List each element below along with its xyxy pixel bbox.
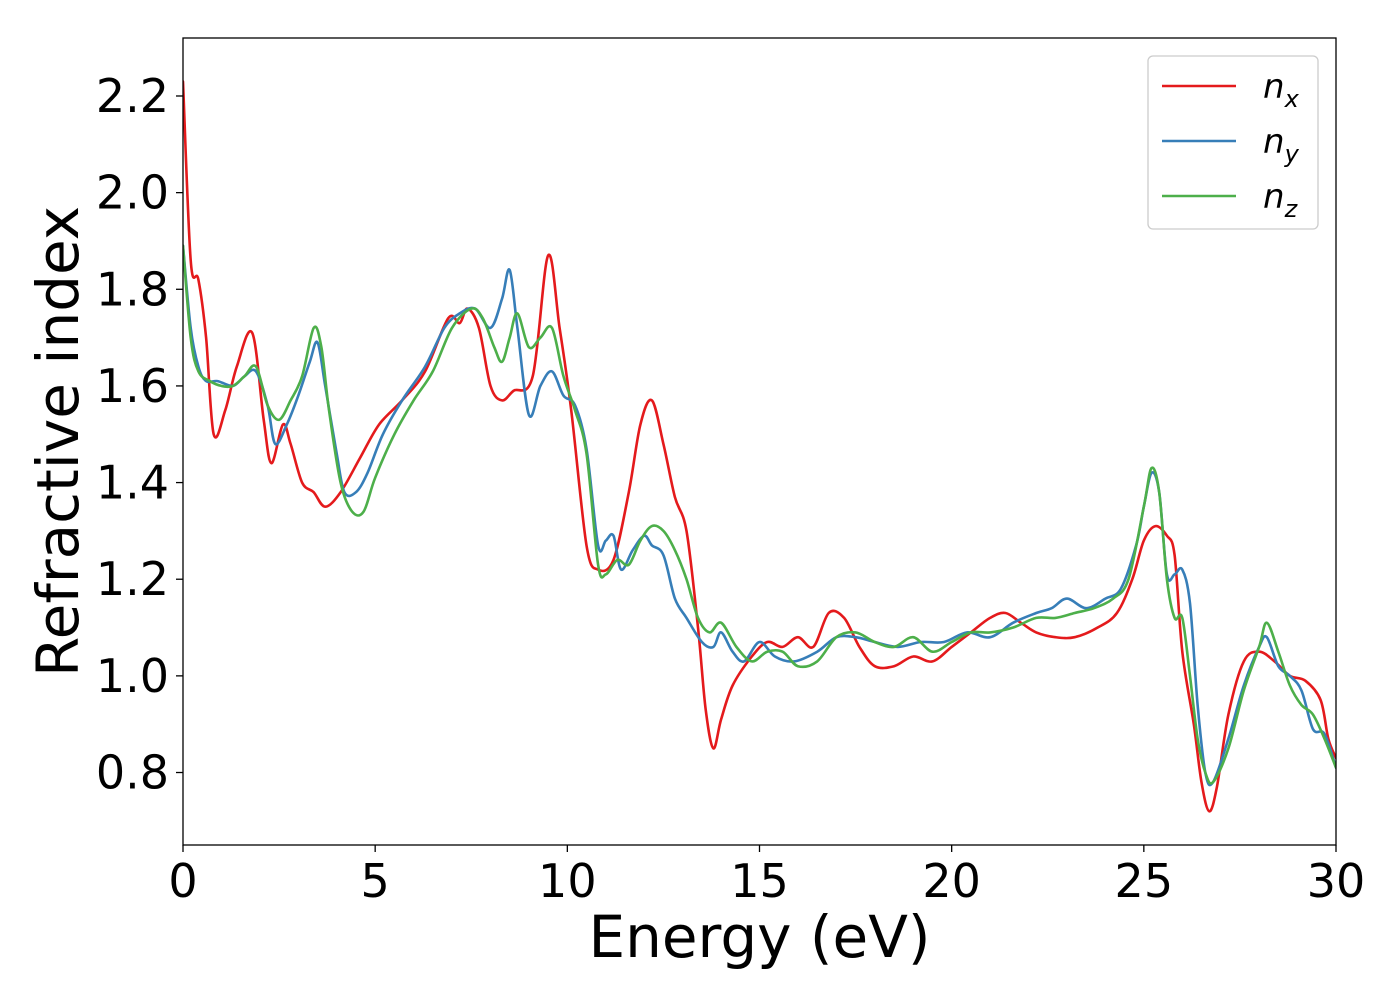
series-line-nz <box>183 244 1336 785</box>
x-tick-label: 5 <box>361 854 390 908</box>
x-axis-ticks: 0 5 10 15 20 25 30 <box>168 845 1365 908</box>
y-tick-label: 1.2 <box>96 552 169 606</box>
series-line-nx <box>183 80 1336 813</box>
legend-label-ny: ny <box>1263 122 1300 168</box>
x-axis-title: Energy (eV) <box>588 903 930 971</box>
series-lines <box>183 80 1336 813</box>
x-tick-label: 15 <box>730 854 789 908</box>
y-tick-label: 2.0 <box>96 166 169 220</box>
legend-label-nx: nx <box>1263 67 1300 113</box>
y-axis-title: Refractive index <box>24 206 92 677</box>
x-tick-label: 20 <box>922 854 981 908</box>
legend-box <box>1147 55 1319 230</box>
y-tick-label: 1.0 <box>96 649 169 703</box>
y-tick-label: 1.4 <box>96 456 169 510</box>
y-tick-label: 0.8 <box>96 746 169 800</box>
legend-label-nz: nz <box>1263 177 1299 223</box>
y-tick-label: 1.6 <box>96 359 169 413</box>
y-tick-label: 2.2 <box>96 69 169 123</box>
x-tick-label: 10 <box>538 854 597 908</box>
x-tick-label: 30 <box>1307 854 1366 908</box>
y-axis-ticks: 0.8 1.0 1.2 1.4 1.6 1.8 2.0 2.2 <box>96 69 183 800</box>
x-tick-label: 25 <box>1115 854 1174 908</box>
x-tick-label: 0 <box>168 854 197 908</box>
legend: nx ny nz <box>1147 55 1319 230</box>
y-tick-label: 1.8 <box>96 262 169 316</box>
